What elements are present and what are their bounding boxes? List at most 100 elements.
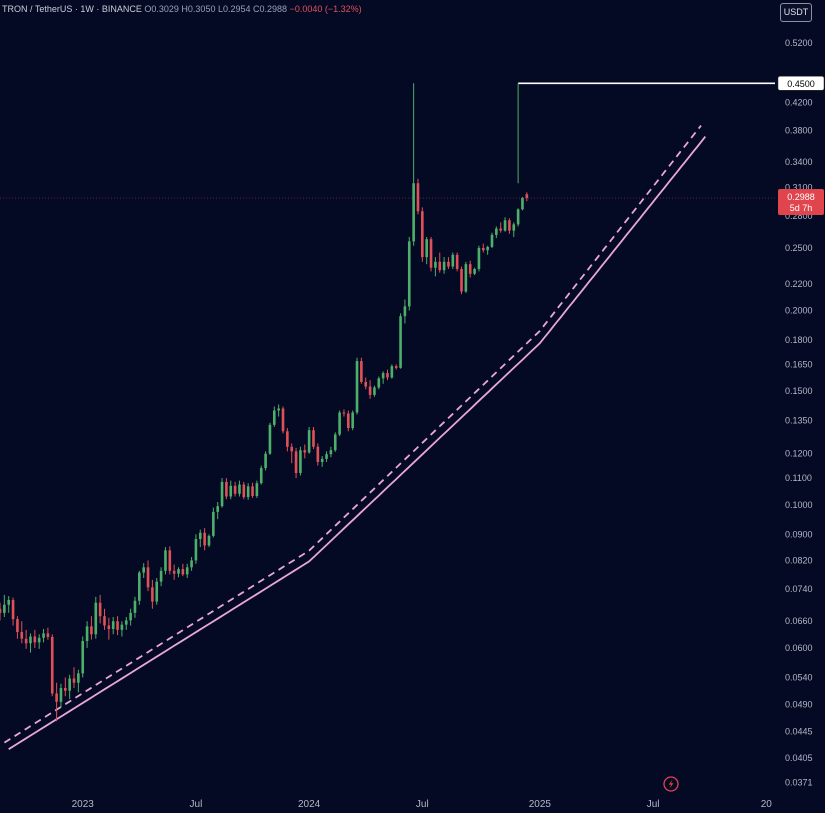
y-tick-label: 0.0371: [785, 778, 813, 788]
candle-body: [203, 532, 206, 546]
candle-body: [107, 625, 111, 629]
y-tick-label: 0.1500: [785, 386, 813, 396]
candle-body: [64, 688, 67, 691]
candle: [233, 481, 237, 497]
candle: [225, 478, 228, 500]
candle: [111, 617, 115, 635]
candle: [107, 617, 111, 640]
y-tick-label: 0.0445: [785, 727, 813, 737]
candle-body: [72, 678, 76, 683]
candle: [442, 257, 446, 274]
candle: [429, 237, 433, 272]
y-tick-label: 0.2800: [785, 211, 813, 221]
candle-body: [272, 410, 276, 425]
candle: [499, 222, 503, 233]
candle: [421, 207, 424, 262]
candle: [355, 357, 359, 415]
candle: [486, 245, 489, 255]
candle-body: [377, 378, 381, 388]
candle-body: [438, 261, 442, 271]
countdown-label: 5d 7h: [790, 203, 813, 213]
y-tick-label: 0.1100: [785, 473, 812, 483]
candle: [473, 267, 476, 276]
candle-body: [251, 486, 254, 496]
candle: [521, 196, 524, 211]
candle: [207, 534, 211, 548]
x-tick-label: Jul: [416, 799, 429, 810]
candle-body: [98, 602, 102, 617]
candle-body: [94, 602, 98, 635]
candle: [190, 556, 193, 571]
candle: [151, 579, 154, 609]
candle: [98, 594, 102, 624]
candle-body: [468, 264, 472, 274]
candle-body: [503, 220, 507, 231]
candle: [24, 629, 28, 649]
candle-body: [490, 234, 494, 247]
candle-body: [316, 446, 320, 462]
candle: [416, 178, 420, 215]
candle: [407, 237, 411, 311]
candle-body: [177, 569, 180, 574]
candle: [447, 257, 450, 269]
y-tick-label: 0.1000: [785, 500, 813, 510]
candle-body: [172, 570, 176, 574]
candle: [503, 217, 507, 232]
candle-body: [20, 632, 24, 639]
candle-body: [368, 386, 372, 395]
candle-body: [307, 430, 311, 453]
candle-body: [390, 366, 394, 378]
candle-body: [120, 624, 124, 630]
candle-body: [277, 408, 280, 411]
candle: [399, 313, 402, 369]
candle: [412, 83, 415, 246]
candle-body: [451, 254, 455, 267]
lightning-icon[interactable]: [663, 776, 679, 792]
candle: [329, 446, 333, 458]
candle: [425, 237, 428, 265]
candle: [386, 369, 389, 381]
candle: [16, 616, 19, 639]
y-tick-label: 0.1350: [785, 416, 813, 426]
symbol-label: TRON / TetherUS · 1W · BINANCE: [2, 4, 142, 14]
channel-dashed-line: [3, 125, 702, 744]
y-tick-label: 0.4200: [785, 98, 813, 108]
y-tick-label: 0.0405: [785, 753, 813, 763]
y-tick-label: 0.0660: [785, 616, 813, 626]
candle-body: [55, 693, 58, 702]
candle: [434, 257, 437, 277]
candle: [181, 563, 185, 577]
x-axis: 2023 Jul 2024 Jul 2025 Jul 20: [72, 799, 773, 810]
candle: [164, 547, 167, 575]
candle: [220, 478, 224, 508]
candle: [277, 404, 280, 417]
candle: [203, 528, 206, 551]
candle: [29, 633, 32, 653]
candle-body: [355, 361, 359, 413]
candle-body: [290, 446, 294, 452]
candle: [124, 617, 128, 630]
x-tick-label: 2025: [529, 799, 552, 810]
candle: [303, 444, 307, 459]
candle: [142, 563, 145, 579]
currency-button[interactable]: USDT: [780, 3, 812, 22]
x-tick-label: Jul: [190, 799, 203, 810]
candle: [3, 594, 6, 618]
candle-body: [146, 567, 150, 588]
candle: [320, 456, 324, 467]
candle: [259, 465, 263, 485]
candle-body: [255, 483, 259, 496]
candle-body: [416, 183, 420, 212]
candle-body: [190, 560, 193, 568]
y-tick-label: 0.5200: [785, 38, 813, 48]
y-tick-label: 0.1200: [785, 449, 813, 459]
candle-body: [499, 228, 503, 231]
candle: [264, 451, 267, 471]
candle-body: [185, 567, 189, 575]
candle: [33, 629, 37, 648]
candle: [146, 560, 150, 592]
candle: [294, 447, 298, 479]
candle-body: [181, 569, 185, 575]
y-tick-label: 0.1650: [785, 359, 813, 369]
